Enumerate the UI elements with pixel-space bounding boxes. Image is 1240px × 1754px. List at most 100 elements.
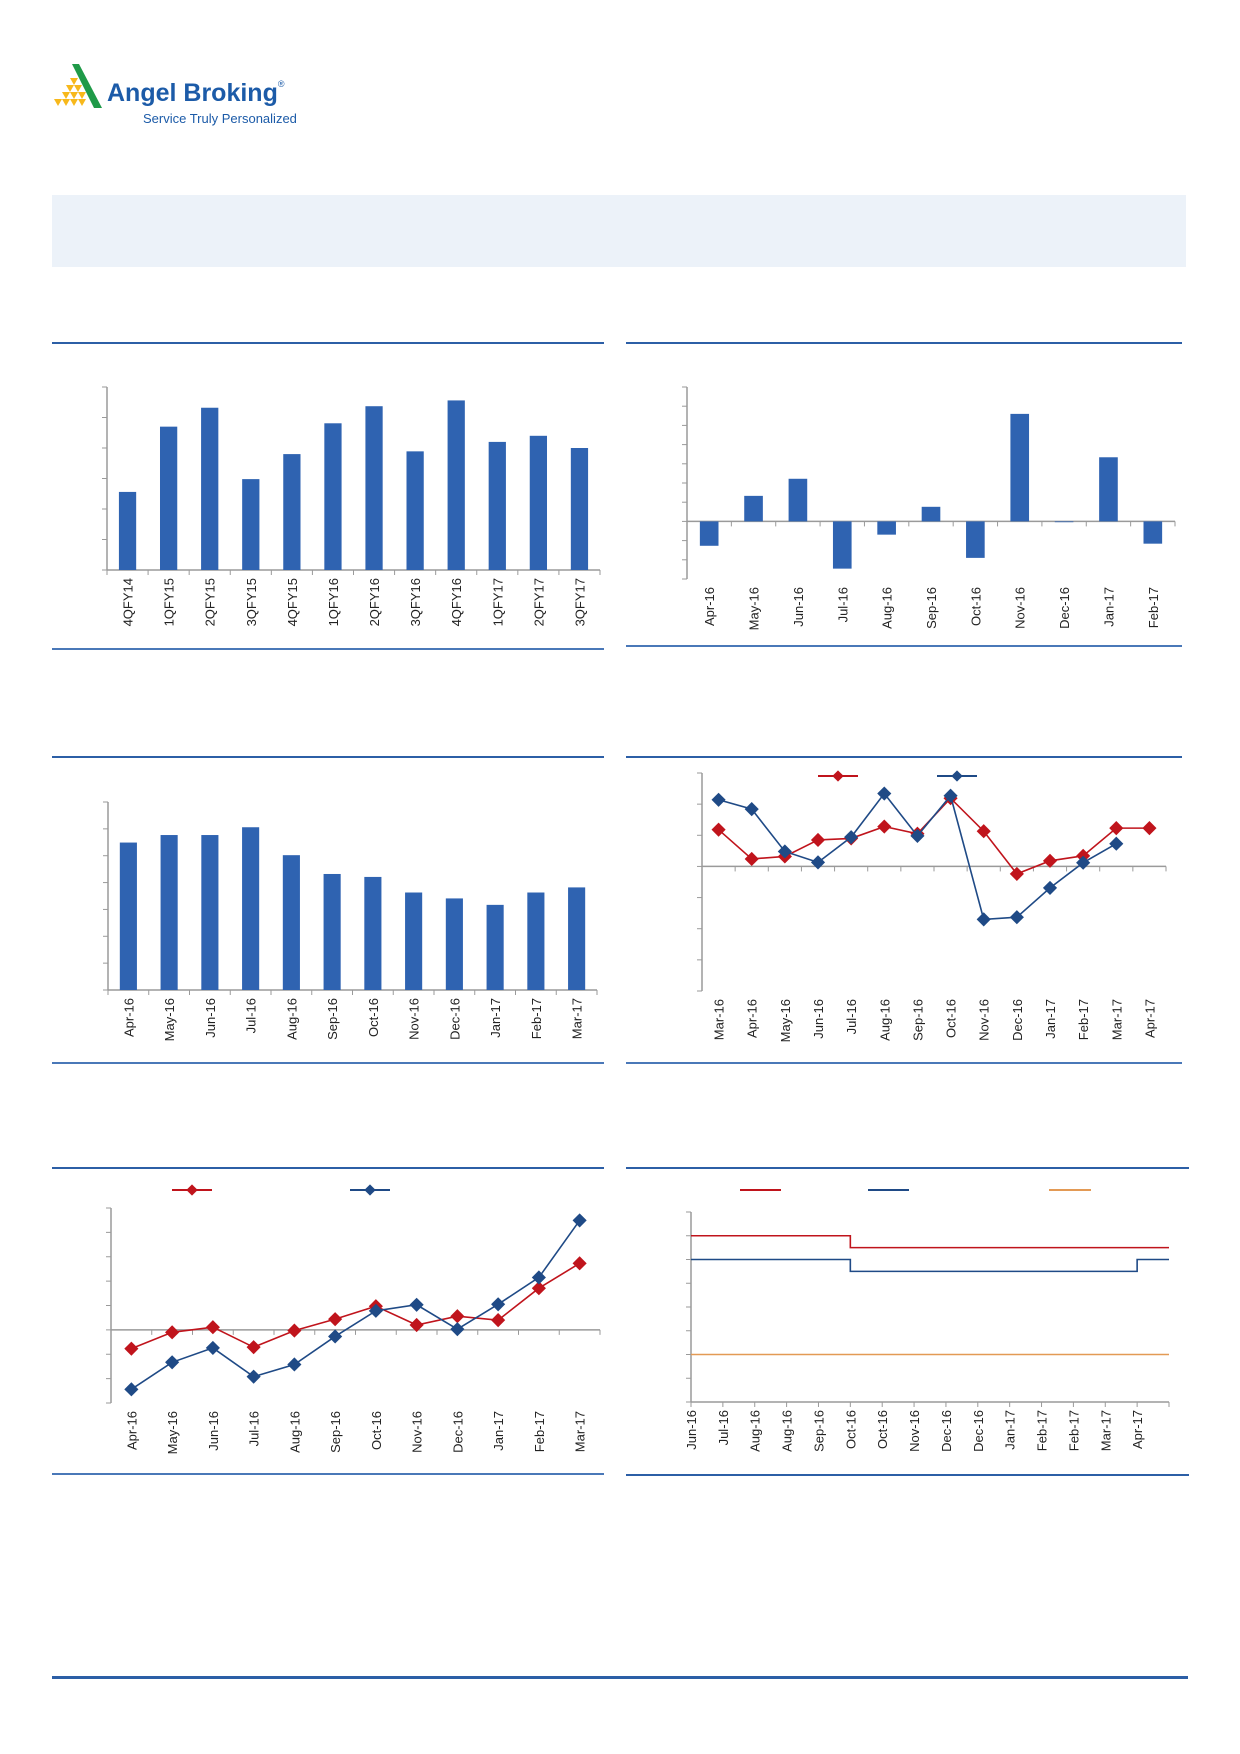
bar	[832, 521, 852, 569]
angel-broking-logo: Angel Broking® Service Truly Personalize…	[52, 62, 302, 132]
data-point	[1076, 855, 1091, 870]
x-tick-label: Apr-16	[702, 587, 717, 626]
x-tick-label: Mar-17	[573, 1411, 588, 1452]
x-tick-label: Oct-16	[369, 1411, 384, 1450]
chart3-bottom-rule	[52, 1062, 604, 1064]
data-point	[1109, 821, 1124, 836]
chart2-bottom-rule	[626, 645, 1182, 647]
chart-6: Jun-16 Jul-16 Aug-16 Aug-16 Sep-16 Oct-16 Oct-…	[684, 1189, 1170, 1452]
data-point	[943, 788, 958, 803]
data-point	[328, 1312, 343, 1327]
x-tick-label: Mar-16	[712, 999, 727, 1040]
x-tick-label: 4QFY16	[449, 578, 464, 626]
chart-2: Apr-16 May-16 Jun-16 Jul-16 Aug-16 Sep-16 Oct-…	[682, 386, 1176, 630]
x-tick-label: 1QFY17	[490, 578, 505, 626]
data-point	[450, 1309, 465, 1324]
data-point	[531, 1270, 546, 1285]
x-tick-label: Jul-16	[244, 998, 259, 1033]
legend-marker	[951, 770, 963, 782]
data-point	[1042, 853, 1058, 868]
x-tick-label: Feb-17	[1066, 1410, 1081, 1451]
chart4-top-rule	[626, 756, 1182, 758]
bar	[744, 495, 763, 522]
x-tick-label: Apr-17	[1130, 1410, 1145, 1449]
bar	[406, 451, 424, 570]
x-tick-label: 3QFY15	[244, 578, 259, 626]
x-tick-label: Oct-16	[875, 1410, 890, 1449]
data-point	[491, 1313, 506, 1328]
bar	[699, 521, 719, 546]
data-point	[409, 1317, 424, 1333]
x-tick-label: Nov-16	[1013, 587, 1028, 629]
bar	[365, 406, 383, 570]
data-point	[124, 1382, 139, 1397]
x-tick-label: 1QFY15	[162, 578, 177, 626]
bar	[282, 855, 300, 990]
chart4-bottom-rule	[626, 1062, 1182, 1064]
data-point	[531, 1281, 546, 1296]
data-point	[491, 1297, 506, 1312]
bar	[118, 491, 137, 570]
data-point	[124, 1341, 139, 1356]
bar	[119, 842, 137, 990]
footer-rule	[52, 1676, 1188, 1679]
x-tick-label: Dec-16	[939, 1410, 954, 1452]
data-point	[450, 1322, 465, 1337]
x-tick-label: Aug-16	[287, 1411, 302, 1453]
x-tick-label: Mar-17	[570, 998, 585, 1039]
x-tick-label: Jun-16	[791, 587, 806, 627]
bar	[527, 892, 545, 990]
x-tick-label: Jan-17	[491, 1411, 506, 1451]
x-tick-label: Oct-16	[843, 1410, 858, 1449]
data-point	[1142, 821, 1157, 836]
x-tick-label: Jan-17	[1043, 999, 1058, 1039]
x-tick-label: Jul-16	[835, 587, 850, 622]
x-tick-label: Aug-16	[780, 1410, 795, 1452]
bar	[364, 876, 382, 990]
x-tick-label: Mar-17	[1109, 999, 1124, 1040]
legend-marker	[832, 770, 844, 782]
x-tick-label: Jan-17	[1003, 1410, 1018, 1450]
x-tick-label: Sep-16	[328, 1411, 343, 1453]
x-tick-label: May-16	[778, 999, 793, 1042]
x-tick-label: Sep-16	[325, 998, 340, 1040]
x-tick-label: Sep-16	[910, 999, 925, 1041]
x-tick-label: Dec-16	[450, 1411, 465, 1453]
x-tick-label: Dec-16	[1010, 999, 1025, 1041]
x-tick-label: 1QFY16	[326, 578, 341, 626]
x-tick-label: Feb-17	[1076, 999, 1091, 1040]
chart5-bottom-rule	[52, 1473, 604, 1475]
data-point	[810, 855, 826, 870]
data-point	[572, 1213, 587, 1228]
x-tick-label: Dec-16	[447, 998, 462, 1040]
x-tick-label: Jun-16	[684, 1410, 699, 1450]
data-point	[409, 1297, 424, 1312]
data-point	[246, 1369, 261, 1384]
data-point	[368, 1303, 383, 1318]
data-point	[165, 1355, 180, 1370]
bar	[570, 448, 589, 570]
bar	[201, 835, 219, 990]
chart3-top-rule	[52, 756, 604, 758]
chart1-top-rule	[52, 342, 604, 344]
data-point	[287, 1357, 302, 1372]
x-tick-label: May-16	[162, 998, 177, 1041]
x-tick-label: Apr-16	[121, 998, 136, 1037]
data-point	[711, 792, 726, 807]
x-tick-label: Sep-16	[811, 1410, 826, 1452]
x-tick-label: Oct-16	[968, 587, 983, 626]
logo-mark-icon	[54, 64, 102, 108]
bar	[1143, 521, 1163, 544]
x-tick-label: Nov-16	[907, 1410, 922, 1452]
x-tick-label: Nov-16	[977, 999, 992, 1041]
chart-1: 4QFY14 1QFY15 2QFY15 3QFY15 4QFY15 1QFY16 2QFY…	[102, 386, 601, 626]
bar	[159, 426, 178, 570]
x-tick-label: 3QFY17	[572, 578, 587, 626]
chart6-top-rule	[626, 1167, 1189, 1169]
data-point	[810, 832, 826, 848]
chart1-bottom-rule	[52, 648, 604, 650]
x-tick-label: Jul-16	[716, 1410, 731, 1445]
data-point	[205, 1320, 220, 1335]
bar	[1010, 413, 1030, 522]
